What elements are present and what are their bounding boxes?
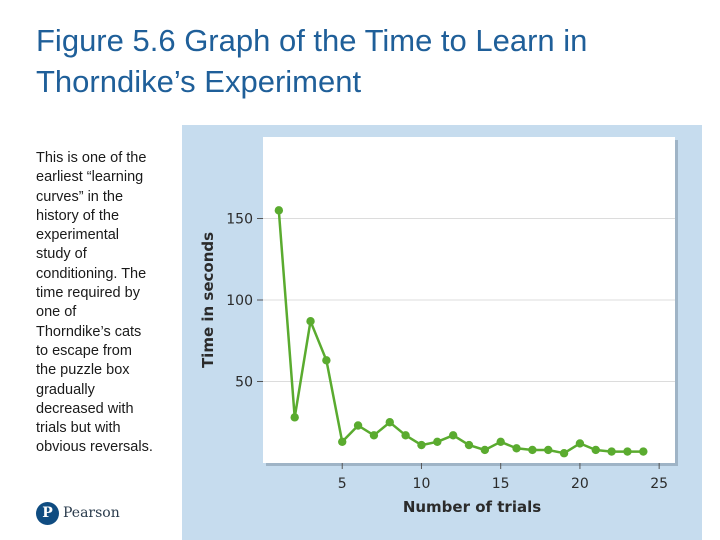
series-layer xyxy=(274,206,648,458)
y-axis-label: Time in seconds xyxy=(199,232,217,368)
title-line-1: Figure 5.6 Graph of the Time to Learn in xyxy=(36,23,588,58)
data-point xyxy=(448,431,458,440)
data-point xyxy=(385,418,394,427)
caption-line: the puzzle box xyxy=(36,362,130,379)
caption-line: obvious reversals. xyxy=(36,439,153,456)
data-point xyxy=(623,447,632,456)
data-point xyxy=(544,445,553,455)
pearson-logo-icon: P xyxy=(36,501,59,525)
data-point xyxy=(512,444,521,453)
caption-line: curves” in the xyxy=(36,188,124,205)
slide-title: Figure 5.6 Graph of the Time to Learn in… xyxy=(36,20,706,102)
data-point xyxy=(639,447,648,456)
y-tick-label: 150 xyxy=(226,212,253,228)
data-point xyxy=(417,440,426,450)
data-point xyxy=(290,413,299,422)
figure-caption: This is one of the earliest “learning cu… xyxy=(36,149,176,458)
data-point xyxy=(338,437,347,447)
caption-line: to escape from xyxy=(36,342,132,359)
data-point xyxy=(559,449,569,458)
caption-line: earliest “learning xyxy=(36,169,144,186)
data-point xyxy=(322,356,331,365)
x-tick-label: 25 xyxy=(650,476,668,492)
x-axis-label: Number of trials xyxy=(403,498,541,516)
data-point xyxy=(575,439,585,448)
caption-line: experimental xyxy=(36,227,120,244)
data-point xyxy=(353,421,363,430)
data-point xyxy=(369,431,379,440)
caption-line: study of xyxy=(36,246,87,263)
caption-line: time required by xyxy=(36,285,140,302)
caption-line: trials but with xyxy=(36,420,121,437)
data-point xyxy=(401,431,410,440)
data-point xyxy=(496,437,505,447)
x-tick-label: 20 xyxy=(571,476,589,492)
pearson-logo: P Pearson xyxy=(36,501,120,525)
caption-line: conditioning. The xyxy=(36,265,147,282)
tick-labels: 50 100 150 5 10 15 20 25 xyxy=(226,212,668,493)
y-tick-label: 50 xyxy=(235,375,253,391)
data-point xyxy=(306,316,315,326)
caption-line: This is one of the xyxy=(36,150,147,166)
pearson-wordmark: Pearson xyxy=(63,505,120,521)
caption-line: gradually xyxy=(36,381,95,398)
y-tick-label: 100 xyxy=(226,293,253,309)
data-point xyxy=(433,437,442,447)
caption-line: Thorndike’s cats xyxy=(36,323,142,340)
data-point xyxy=(607,447,616,456)
caption-line: history of the xyxy=(36,207,120,224)
x-tick-label: 10 xyxy=(413,476,431,492)
caption-line: one of xyxy=(36,304,77,321)
data-point xyxy=(464,440,474,450)
data-point xyxy=(528,445,537,455)
x-tick-label: 15 xyxy=(492,476,510,492)
title-line-2: Thorndike’s Experiment xyxy=(36,64,362,99)
data-point xyxy=(274,206,284,215)
caption-line: decreased with xyxy=(36,400,134,417)
x-tick-label: 5 xyxy=(338,476,347,492)
data-point xyxy=(591,445,600,455)
data-point xyxy=(480,445,490,455)
